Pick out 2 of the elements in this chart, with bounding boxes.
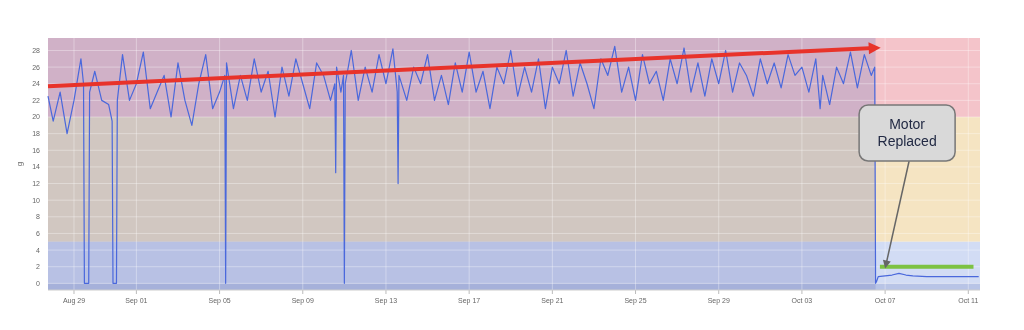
y-axis-title: g	[15, 161, 24, 167]
annotation: Motor Replaced	[877, 116, 937, 150]
